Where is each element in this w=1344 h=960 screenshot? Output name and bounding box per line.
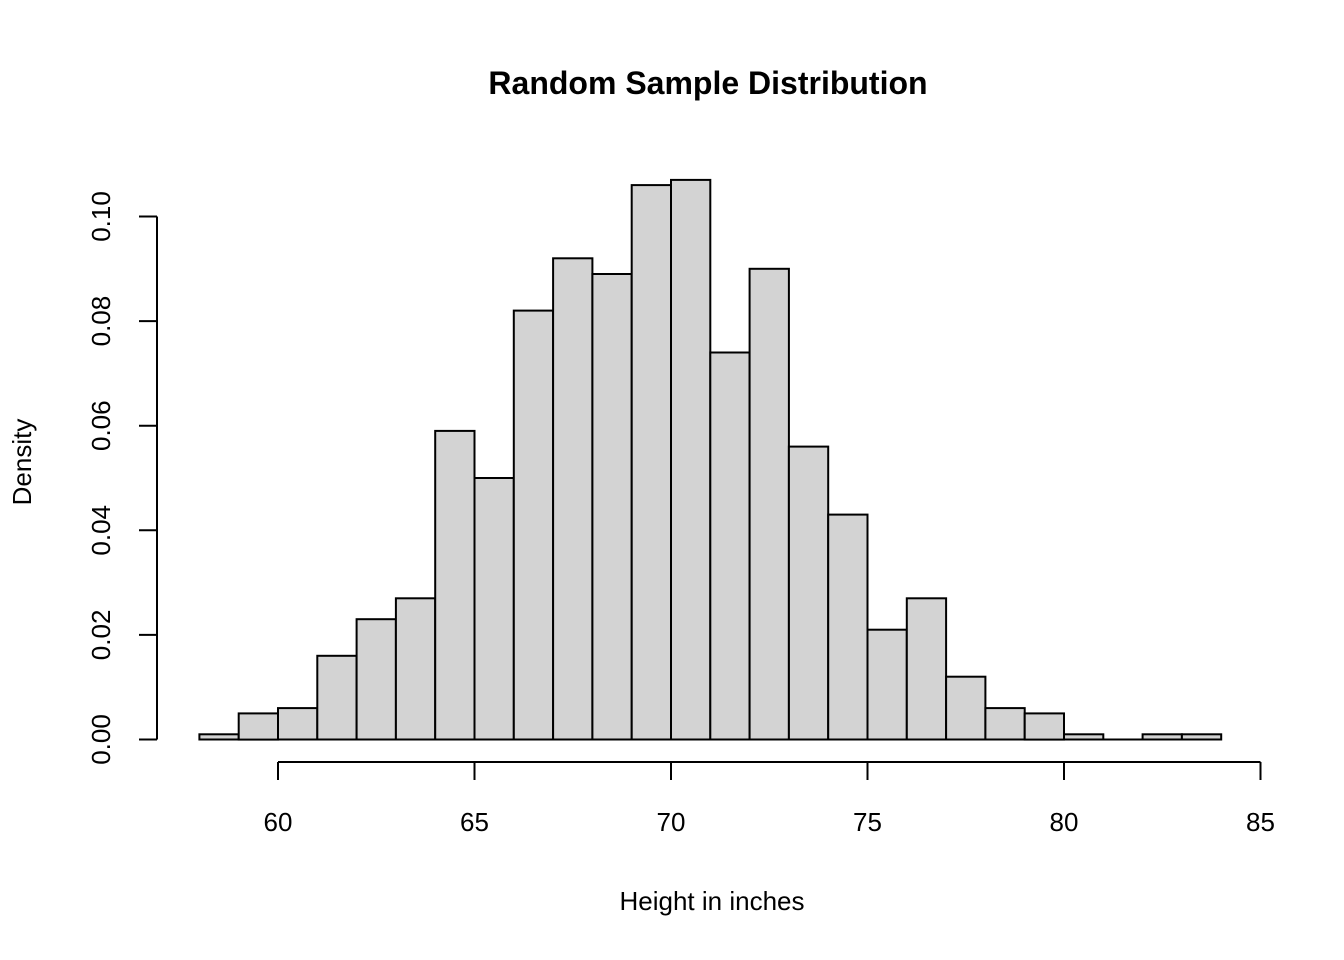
histogram-bar <box>237 712 279 741</box>
y-tick-label: 0.06 <box>86 400 116 451</box>
histogram-bar <box>355 618 397 741</box>
x-tick-label: 60 <box>264 807 293 837</box>
histogram-bar <box>787 445 830 741</box>
y-tick-label: 0.00 <box>86 714 116 765</box>
histogram-bar <box>473 477 515 741</box>
y-tick-label: 0.02 <box>86 610 116 661</box>
histogram-bar <box>591 273 633 741</box>
histogram-bar <box>905 597 948 741</box>
histogram-bar <box>394 597 437 741</box>
y-tick-label: 0.08 <box>86 296 116 347</box>
histogram-bar <box>316 654 358 741</box>
histogram-bar <box>630 184 673 741</box>
x-axis-label: Height in inches <box>620 886 805 916</box>
histogram-bar <box>945 675 987 741</box>
histogram-bar <box>984 707 1026 741</box>
x-tick-label: 75 <box>853 807 882 837</box>
x-tick-label: 80 <box>1050 807 1079 837</box>
histogram-bar <box>866 628 908 741</box>
histogram-bar <box>748 267 790 741</box>
histogram-bar <box>1180 733 1223 741</box>
x-tick-label: 65 <box>460 807 489 837</box>
y-tick-label: 0.10 <box>86 191 116 242</box>
histogram-bar <box>277 707 319 741</box>
histogram-bar <box>1141 733 1183 741</box>
histogram-bar <box>512 309 555 741</box>
histogram-bar <box>709 351 751 741</box>
histogram-bar <box>670 178 712 741</box>
bars-group <box>198 178 1223 741</box>
y-axis: 0.00 0.02 0.04 0.06 0.08 0.10 <box>86 191 158 765</box>
histogram-bar <box>1023 712 1065 741</box>
histogram-bar <box>552 257 594 741</box>
x-tick-label: 70 <box>657 807 686 837</box>
histogram-bar <box>198 733 240 741</box>
histogram-bar <box>434 429 476 741</box>
chart-title: Random Sample Distribution <box>488 65 927 101</box>
x-tick-label: 85 <box>1246 807 1275 837</box>
histogram-bar <box>1063 733 1105 741</box>
x-axis: 60 65 70 75 80 85 <box>264 761 1275 837</box>
histogram-bar <box>827 513 869 741</box>
y-tick-label: 0.04 <box>86 505 116 556</box>
y-axis-label: Density <box>7 419 37 506</box>
